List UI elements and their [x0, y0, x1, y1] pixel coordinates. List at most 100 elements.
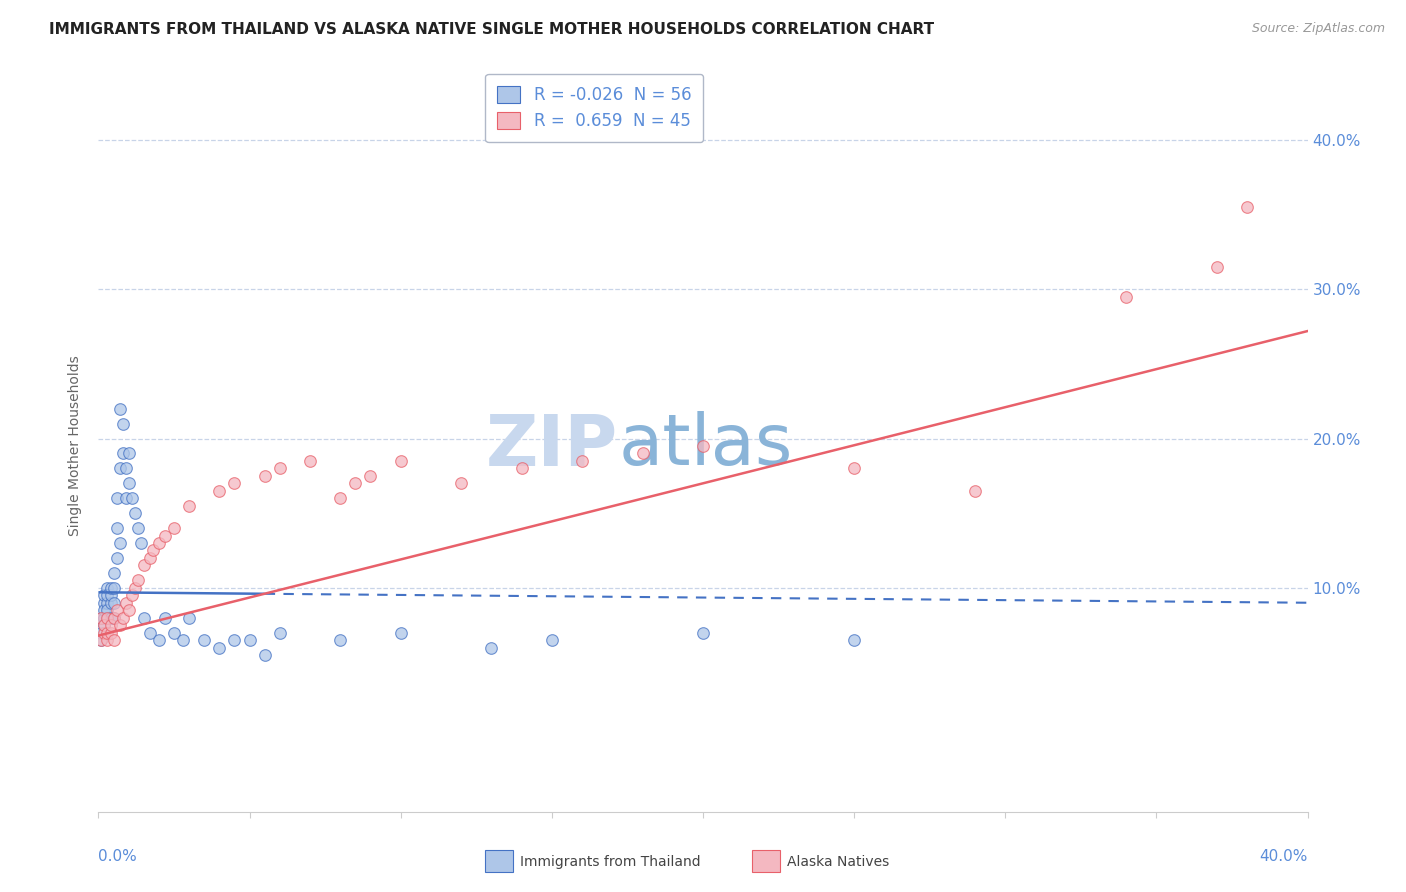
Point	[96, 588, 118, 602]
Point	[121, 491, 143, 506]
Point	[111, 446, 134, 460]
Text: Alaska Natives: Alaska Natives	[787, 855, 890, 869]
Point	[118, 476, 141, 491]
Point	[103, 566, 125, 580]
Point	[96, 581, 118, 595]
Point	[540, 633, 562, 648]
Point	[692, 625, 714, 640]
Point	[100, 618, 122, 632]
Point	[139, 625, 162, 640]
Point	[193, 633, 215, 648]
Point	[1236, 200, 1258, 214]
Point	[360, 468, 382, 483]
Point	[100, 625, 122, 640]
Point	[253, 648, 276, 662]
Point	[103, 581, 125, 595]
Point	[269, 625, 291, 640]
Point	[631, 446, 654, 460]
Point	[239, 633, 262, 648]
Point	[253, 468, 276, 483]
Point	[90, 610, 112, 624]
Point	[108, 401, 131, 416]
Point	[114, 596, 136, 610]
Point	[90, 633, 112, 648]
Point	[121, 588, 143, 602]
Text: ZIP: ZIP	[486, 411, 619, 481]
Point	[389, 625, 412, 640]
Point	[163, 625, 186, 640]
Point	[118, 446, 141, 460]
Point	[1115, 290, 1137, 304]
Point	[96, 633, 118, 648]
Point	[844, 633, 866, 648]
Point	[224, 633, 246, 648]
Point	[299, 454, 322, 468]
Point	[93, 588, 115, 602]
Point	[132, 558, 155, 573]
Point	[208, 640, 231, 655]
Y-axis label: Single Mother Households: Single Mother Households	[69, 356, 83, 536]
Point	[105, 521, 128, 535]
Point	[124, 506, 146, 520]
Point	[329, 491, 352, 506]
Point	[510, 461, 533, 475]
Text: 0.0%: 0.0%	[98, 849, 138, 864]
Point	[844, 461, 866, 475]
Point	[93, 603, 115, 617]
Point	[108, 536, 131, 550]
Point	[108, 618, 131, 632]
Point	[105, 603, 128, 617]
Point	[269, 461, 291, 475]
Point	[129, 536, 152, 550]
Point	[96, 625, 118, 640]
Point	[224, 476, 246, 491]
Point	[103, 596, 125, 610]
Point	[329, 633, 352, 648]
Point	[103, 633, 125, 648]
Point	[111, 610, 134, 624]
Point	[96, 610, 118, 624]
Point	[153, 610, 176, 624]
Text: Immigrants from Thailand: Immigrants from Thailand	[520, 855, 700, 869]
Point	[692, 439, 714, 453]
Point	[172, 633, 194, 648]
Point	[100, 588, 122, 602]
Point	[93, 610, 115, 624]
Point	[127, 574, 149, 588]
Text: Source: ZipAtlas.com: Source: ZipAtlas.com	[1251, 22, 1385, 36]
Text: IMMIGRANTS FROM THAILAND VS ALASKA NATIVE SINGLE MOTHER HOUSEHOLDS CORRELATION C: IMMIGRANTS FROM THAILAND VS ALASKA NATIV…	[49, 22, 935, 37]
Point	[100, 581, 122, 595]
Legend: R = -0.026  N = 56, R =  0.659  N = 45: R = -0.026 N = 56, R = 0.659 N = 45	[485, 74, 703, 142]
Point	[96, 596, 118, 610]
Point	[208, 483, 231, 498]
Point	[142, 543, 165, 558]
Point	[118, 603, 141, 617]
Point	[93, 618, 115, 632]
Text: 40.0%: 40.0%	[1260, 849, 1308, 864]
Point	[179, 610, 201, 624]
Point	[179, 499, 201, 513]
Point	[450, 476, 472, 491]
Point	[93, 625, 115, 640]
Point	[103, 610, 125, 624]
Point	[139, 551, 162, 566]
Point	[103, 610, 125, 624]
Point	[1206, 260, 1229, 274]
Point	[100, 596, 122, 610]
Point	[96, 603, 118, 617]
Point	[111, 417, 134, 431]
Point	[481, 640, 503, 655]
Point	[114, 461, 136, 475]
Point	[344, 476, 367, 491]
Point	[96, 610, 118, 624]
Point	[93, 596, 115, 610]
Point	[163, 521, 186, 535]
Point	[124, 581, 146, 595]
Point	[148, 633, 170, 648]
Point	[389, 454, 412, 468]
Point	[108, 461, 131, 475]
Point	[965, 483, 987, 498]
Point	[90, 625, 112, 640]
Point	[132, 610, 155, 624]
Point	[571, 454, 593, 468]
